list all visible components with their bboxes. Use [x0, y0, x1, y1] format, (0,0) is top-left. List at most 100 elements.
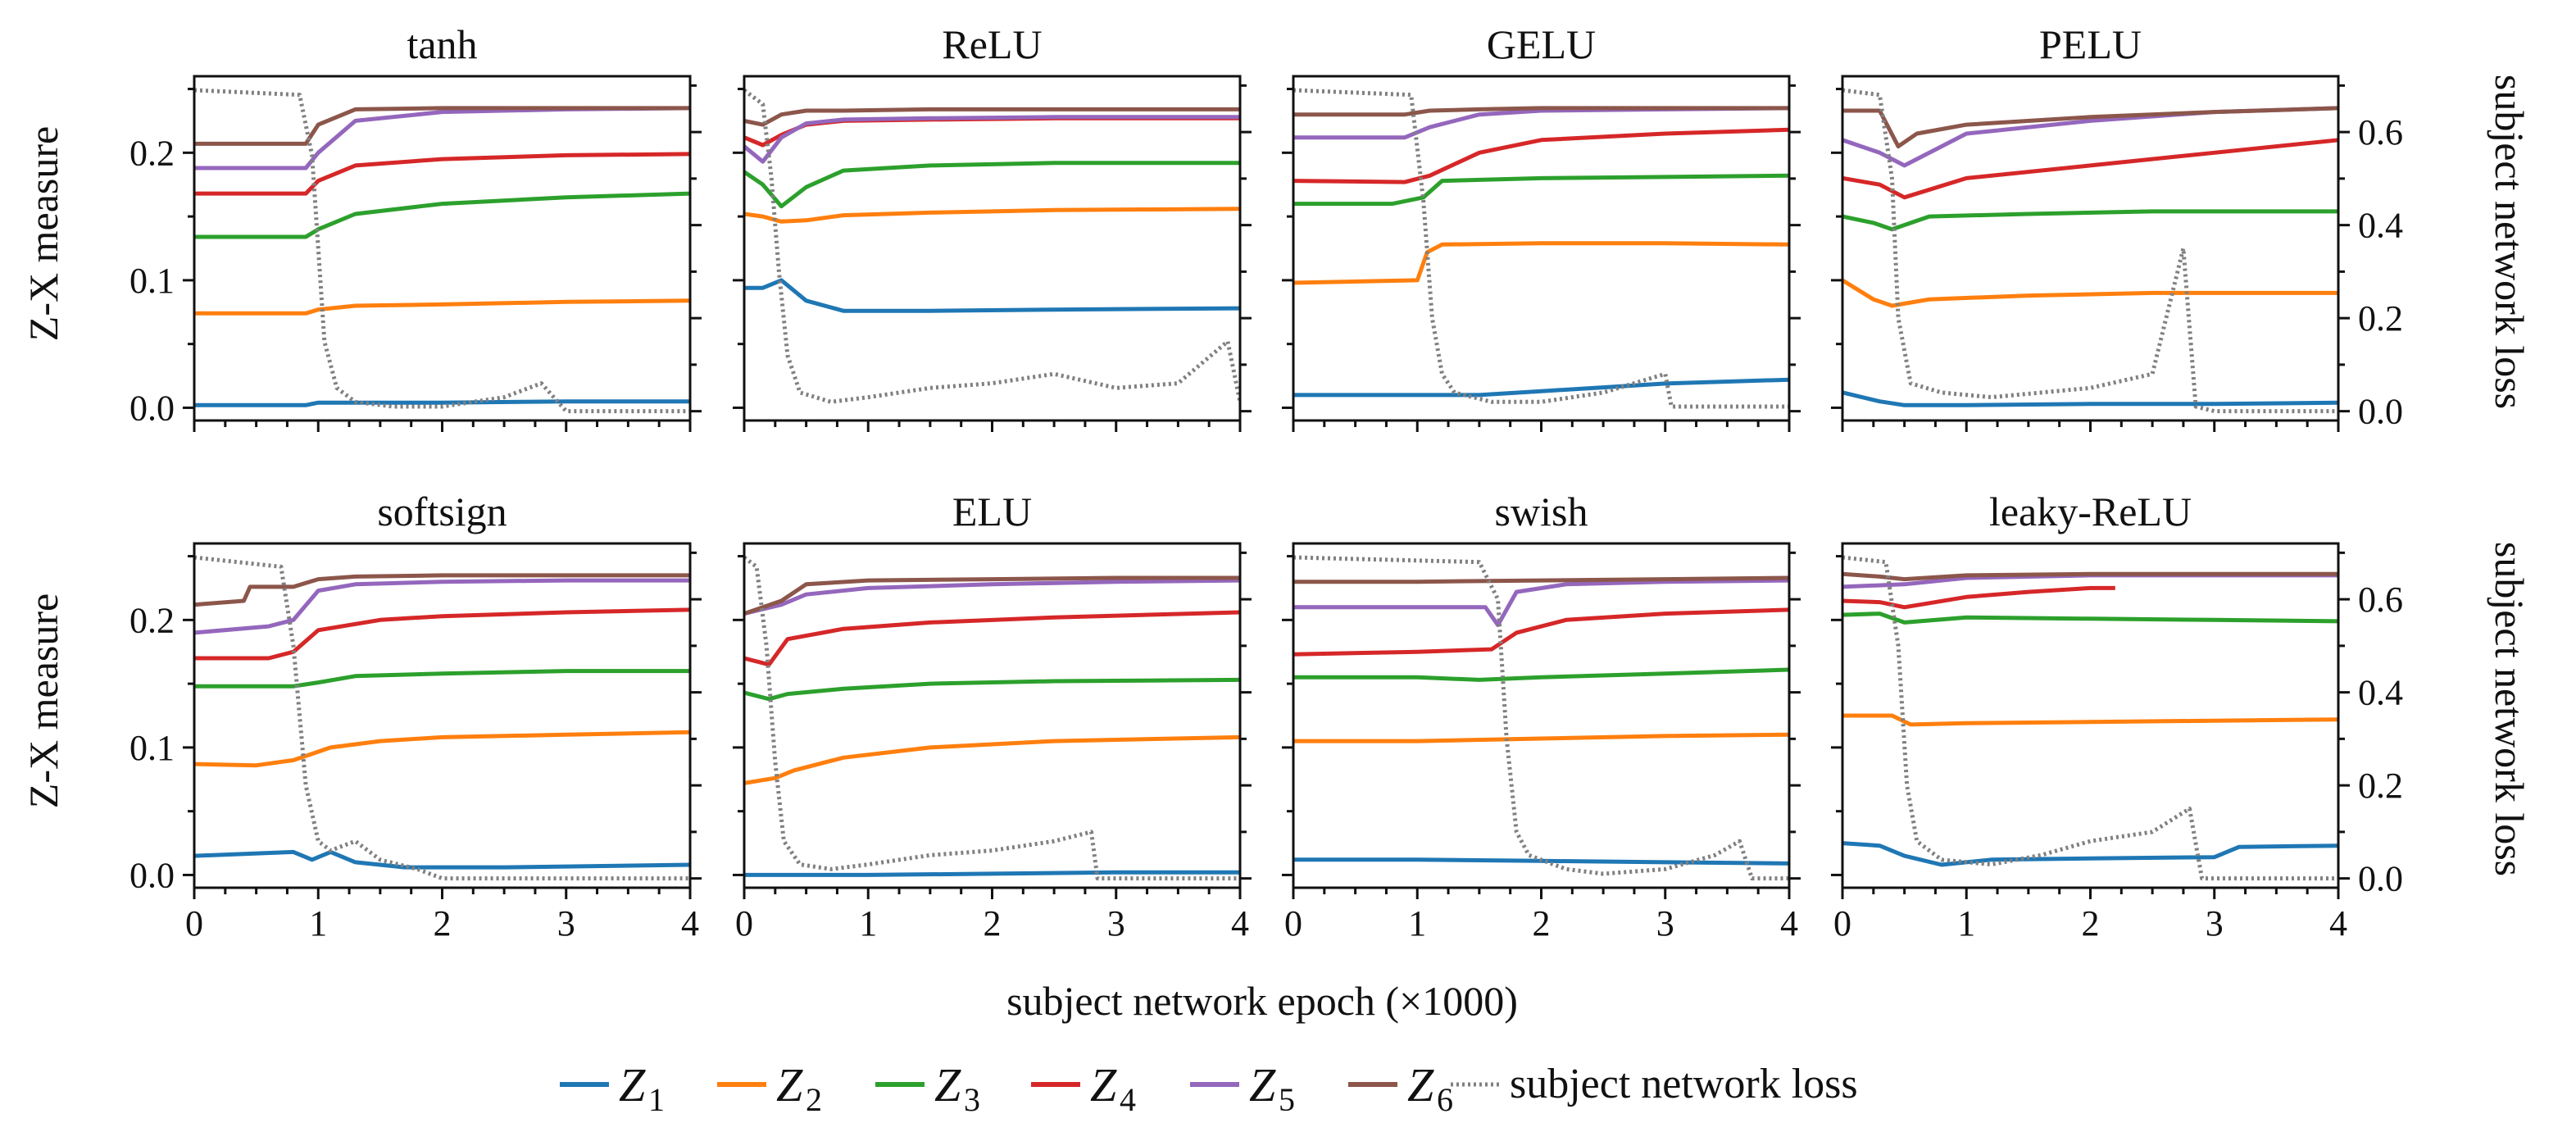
panel-title: ReLU [942, 21, 1042, 67]
legend-label: Z [776, 1058, 803, 1112]
series-line-Z5 [744, 115, 1240, 164]
plot-frame [193, 75, 692, 422]
plot-frame [1292, 542, 1791, 889]
y-tick-label: 0.1 [129, 261, 175, 301]
legend: Z 1 Z 2 Z 3 Z 4 Z 5 Z 6 subject network loss [560, 1058, 1858, 1118]
x-tick-label: 1 [1408, 903, 1426, 943]
series-line-Z4 [194, 152, 690, 196]
x-tick-label: 2 [1533, 903, 1551, 943]
x-tick-label: 4 [681, 903, 699, 943]
panel-GELU: GELU [1282, 21, 1801, 432]
x-tick-label: 1 [1957, 903, 1975, 943]
series-line-Z2 [194, 730, 690, 768]
panel-title: softsign [377, 489, 507, 534]
panel-ReLU: ReLU [733, 21, 1252, 432]
series-line-Z6 [1293, 575, 1789, 584]
panel-ELU: ELU 0 1 2 3 4 [733, 489, 1252, 943]
series-line-Z1 [744, 278, 1240, 313]
series-line-Z3 [194, 669, 690, 689]
y-right-tick-label: 0.2 [2358, 766, 2403, 806]
legend-subscript: 2 [806, 1081, 822, 1118]
y-right-tick-label: 0.2 [2358, 298, 2403, 339]
series-line-Z6 [1842, 571, 2338, 582]
y-tick-label: 0.0 [129, 388, 175, 428]
y-tick-label: 0.2 [129, 600, 175, 640]
series-line-Z4 [1293, 607, 1789, 657]
plot-frame [1292, 75, 1791, 422]
panel-title: leaky-ReLU [1989, 489, 2192, 534]
series-line-subject-network-loss [194, 88, 690, 414]
y-right-tick-label: 0.6 [2358, 112, 2403, 152]
plot-frame [743, 75, 1242, 422]
series-line-Z1 [744, 870, 1240, 877]
legend-item-loss: subject network loss [1451, 1061, 1858, 1107]
series-line-Z3 [1842, 611, 2338, 625]
series-line-Z3 [1293, 667, 1789, 682]
panel-title: PELU [2039, 21, 2142, 67]
series-line-Z2 [1293, 241, 1789, 285]
x-tick-label: 3 [2206, 903, 2224, 943]
x-tick-label: 4 [1231, 903, 1249, 943]
series-line-subject-network-loss [744, 556, 1240, 881]
series-line-Z2 [194, 298, 690, 316]
series-line-Z3 [744, 161, 1240, 209]
panel-title: GELU [1487, 21, 1596, 67]
x-tick-label: 2 [434, 903, 452, 943]
series-line-Z6 [194, 106, 690, 146]
series-line-Z1 [194, 849, 690, 870]
series-line-Z1 [1842, 841, 2338, 867]
x-tick-label: 0 [735, 903, 753, 943]
y-right-tick-label: 0.0 [2358, 859, 2403, 899]
x-tick-label: 3 [1107, 903, 1125, 943]
series-line-Z4 [1842, 585, 2115, 610]
x-tick-label: 3 [1656, 903, 1674, 943]
y-right-tick-label: 0.6 [2358, 580, 2403, 620]
x-tick-label: 4 [1780, 903, 1798, 943]
series-line-Z2 [1842, 713, 2338, 727]
plot-frame [193, 542, 692, 889]
legend-subscript: 5 [1279, 1081, 1295, 1118]
y-tick-label: 0.2 [129, 133, 175, 173]
panel-title: ELU [952, 489, 1032, 534]
legend-subscript: 6 [1437, 1081, 1453, 1118]
series-line-subject-network-loss [1293, 555, 1789, 881]
series-line-Z3 [1293, 173, 1789, 207]
panel-swish: swish 0 1 2 3 4 [1282, 489, 1801, 943]
x-tick-label: 2 [984, 903, 1002, 943]
series-line-subject-network-loss [1842, 88, 2338, 414]
x-tick-label: 4 [2329, 903, 2347, 943]
series-line-Z6 [1842, 106, 2338, 149]
series-line-Z6 [1293, 106, 1789, 117]
legend-label: Z [1090, 1058, 1117, 1112]
chart-panels: tanh 0.0 0.1 0.2 ReLU GELU PELU 0.0 0.2 0.4 0.6 sof… [129, 21, 2403, 943]
legend-label: Z [934, 1058, 961, 1112]
x-tick-label: 2 [2082, 903, 2100, 943]
series-line-Z4 [194, 607, 690, 661]
x-tick-label: 3 [557, 903, 575, 943]
plot-frame [1841, 542, 2340, 889]
y-right-tick-label: 0.4 [2358, 673, 2403, 713]
series-line-Z1 [1293, 377, 1789, 398]
plot-frame [1841, 75, 2340, 422]
series-line-Z5 [194, 578, 690, 635]
series-line-subject-network-loss [744, 89, 1240, 404]
series-line-Z2 [744, 207, 1240, 224]
series-line-Z4 [1293, 127, 1789, 184]
panel-leaky-ReLU: leaky-ReLU 0 1 2 3 4 0.0 0.2 0.4 0.6 [1831, 489, 2403, 943]
x-tick-label: 0 [185, 903, 203, 943]
panel-title: tanh [407, 21, 477, 67]
series-line-subject-network-loss [1842, 555, 2338, 881]
legend-label: subject network loss [1510, 1061, 1858, 1107]
y-axis-label-left-bottom: Z-X measure [20, 593, 66, 808]
panel-softsign: softsign 0 1 2 3 4 0.0 0.1 0.2 [129, 489, 702, 943]
y-axis-label-right-bottom: subject network loss [2487, 542, 2533, 876]
legend-label: Z [1407, 1058, 1434, 1112]
legend-subscript: 1 [648, 1081, 665, 1118]
y-right-tick-label: 0.0 [2358, 392, 2403, 432]
y-axis-label-right-top: subject network loss [2487, 75, 2533, 409]
